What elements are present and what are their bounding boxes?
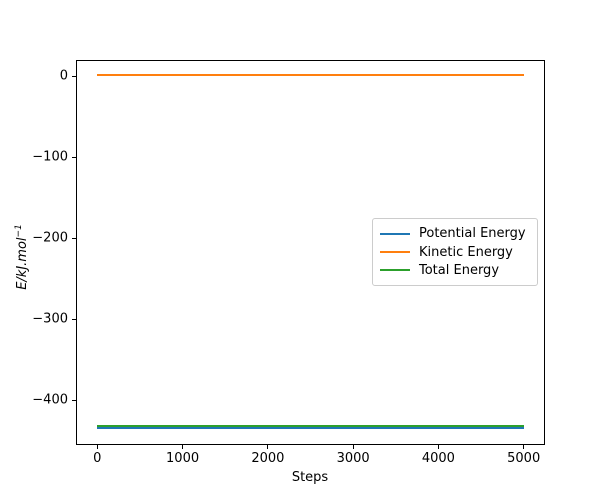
x-tick-label: 4000 <box>421 451 455 466</box>
x-tick-label: 1000 <box>166 451 200 466</box>
x-tick-mark <box>267 445 269 449</box>
x-tick-mark <box>182 445 184 449</box>
x-tick-label: 0 <box>93 451 102 466</box>
line-potential-energy <box>97 426 524 429</box>
y-tick-label: −100 <box>32 149 68 165</box>
y-axis-label-superscript: −1 <box>13 224 24 238</box>
y-tick-mark <box>72 156 76 158</box>
x-tick-label: 3000 <box>336 451 370 466</box>
y-tick-mark <box>72 399 76 401</box>
x-tick-mark <box>352 445 354 449</box>
y-tick-mark <box>72 237 76 239</box>
x-axis-label: Steps <box>291 470 329 485</box>
x-tick-label: 2000 <box>251 451 285 466</box>
legend-line-sample-total <box>380 269 410 272</box>
legend-entry-total-energy: Total Energy <box>380 264 530 277</box>
legend-label: Kinetic Energy <box>419 244 513 260</box>
y-tick-label: 0 <box>59 68 68 84</box>
y-tick-label: −300 <box>32 311 68 327</box>
legend-label: Potential Energy <box>419 226 526 242</box>
x-tick-mark <box>96 445 98 449</box>
y-tick-label: −400 <box>32 392 68 408</box>
legend-label: Total Energy <box>419 262 500 278</box>
legend-line-sample-potential <box>380 232 410 235</box>
y-tick-mark <box>72 75 76 77</box>
y-tick-mark <box>72 318 76 320</box>
y-axis-label-text: E/kJ.mol <box>15 237 31 290</box>
line-total-energy <box>97 425 524 428</box>
x-tick-mark <box>523 445 525 449</box>
legend-entry-potential-energy: Potential Energy <box>380 227 530 240</box>
x-tick-mark <box>437 445 439 449</box>
legend: Potential Energy Kinetic Energy Total En… <box>372 218 538 286</box>
x-tick-label: 5000 <box>507 451 541 466</box>
legend-line-sample-kinetic <box>380 251 410 253</box>
y-tick-label: −200 <box>32 230 68 246</box>
line-kinetic-energy <box>97 73 524 76</box>
y-axis-label: E/kJ.mol−1 <box>14 224 30 290</box>
legend-entry-kinetic-energy: Kinetic Energy <box>380 246 530 259</box>
